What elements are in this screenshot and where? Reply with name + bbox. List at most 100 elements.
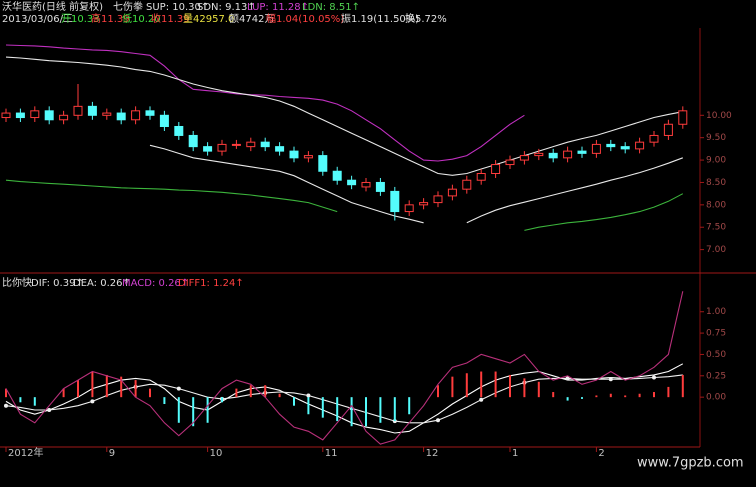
candle-body [73, 105, 83, 116]
volume: 量42957.0 [183, 13, 234, 25]
candle-body [217, 143, 227, 152]
dea-dot [90, 399, 95, 404]
ldn-label: LDN: 8.51↑ [302, 2, 360, 13]
turnover: 换5.72% [405, 12, 447, 25]
candle-body [519, 155, 529, 161]
sup-label: SUP: 10.30↑ [146, 2, 209, 13]
candle-body [635, 141, 645, 150]
candle-body [15, 112, 25, 119]
dea-label: DEA: 0.26↑ [73, 278, 131, 289]
y-tick-label: 9.50 [706, 133, 726, 143]
candle-body [678, 110, 688, 125]
candle-body [116, 112, 126, 121]
candle-body [246, 141, 256, 148]
candle-body [188, 134, 198, 148]
x-tick-label: 2 [598, 448, 604, 459]
candle-body [491, 164, 501, 175]
candle-body [332, 170, 342, 181]
candle-body [404, 204, 414, 213]
candle-body [174, 125, 184, 136]
candle-body [347, 179, 357, 186]
y-tick-label: 8.00 [706, 200, 726, 210]
candle-body [375, 181, 385, 192]
candle-body [476, 173, 486, 181]
candle-body [145, 110, 155, 116]
y-tick-label: 0.00 [706, 393, 726, 403]
candle-body [30, 110, 40, 119]
candle-body [303, 155, 313, 159]
candle-body [649, 134, 659, 143]
dea-dot [565, 376, 570, 381]
y-tick-label: 7.00 [706, 245, 726, 255]
dea-dot [608, 377, 613, 382]
candle-body [462, 179, 472, 190]
candle-body [159, 114, 169, 127]
sdn-label: SDN: 9.13↑ [197, 2, 256, 13]
amplitude: 振1.19(11.50%) [341, 12, 419, 25]
indicator-line [5, 44, 525, 162]
indicator-line [149, 144, 683, 224]
dea-dot [47, 407, 52, 412]
amount: 额4742万 [229, 12, 274, 25]
indicator-line [5, 56, 683, 176]
panel-name: 比你快 [2, 276, 32, 289]
candle-body [44, 110, 54, 121]
candle-body [87, 105, 97, 116]
candle-body [289, 150, 299, 159]
candle-body [663, 123, 673, 136]
x-tick-label: 11 [325, 448, 338, 459]
indicator-line [5, 179, 684, 231]
candle-body [1, 112, 11, 119]
candle-body [390, 190, 400, 213]
candle-body [102, 112, 112, 116]
x-tick-label: 10 [210, 448, 223, 459]
diff1-label: DIFF1: 1.24↑ [178, 278, 244, 289]
dea-dot [4, 403, 8, 408]
candle-body [318, 155, 328, 172]
low-price: 低10.20 [122, 12, 161, 25]
indicator-line [5, 291, 684, 445]
candle-body [591, 143, 601, 154]
dif-label: DIF: 0.39↑ [31, 278, 84, 289]
y-tick-label: 1.00 [706, 307, 726, 317]
stock-title: 沃华医药(日线 前复权) [2, 0, 103, 13]
y-tick-label: 0.25 [706, 371, 726, 381]
open-price: 开10.33 [61, 14, 100, 25]
y-tick-label: 10.00 [706, 111, 732, 121]
dea-dot [479, 397, 484, 402]
lup-label: LUP: 11.28↑ [247, 2, 309, 13]
candle-body [275, 146, 285, 152]
dea-dot [652, 375, 656, 380]
candle-body [59, 114, 69, 121]
candle-body [577, 150, 587, 154]
dea-dot [306, 393, 311, 398]
candle-body [447, 188, 457, 197]
candle-body [548, 152, 558, 159]
change: 幅1.04(10.05%) [266, 12, 344, 25]
candle-body [606, 143, 616, 148]
x-tick-label: 1 [512, 448, 518, 459]
indicator-line [5, 363, 684, 434]
x-tick-label: 9 [109, 448, 115, 459]
candle-body [433, 195, 443, 204]
candle-body [203, 146, 213, 152]
candle-body [231, 143, 241, 146]
y-tick-label: 7.50 [706, 223, 726, 233]
y-tick-label: 0.75 [706, 329, 726, 339]
candle-body [361, 181, 371, 188]
watermark: www.7gpzb.com [637, 456, 744, 471]
macd-label: MACD: 0.26↑ [122, 278, 189, 289]
candle-body [419, 202, 429, 206]
dea-dot [176, 386, 181, 391]
dea-dot [436, 418, 440, 423]
close-price: 收11.39 [151, 12, 190, 25]
y-tick-label: 9.00 [706, 156, 726, 166]
candle-body [534, 152, 544, 157]
candle-body [620, 146, 630, 150]
date: 2013/03/06/三 [2, 14, 73, 25]
candle-body [563, 150, 573, 159]
x-tick-label: 2012年 [8, 446, 43, 459]
